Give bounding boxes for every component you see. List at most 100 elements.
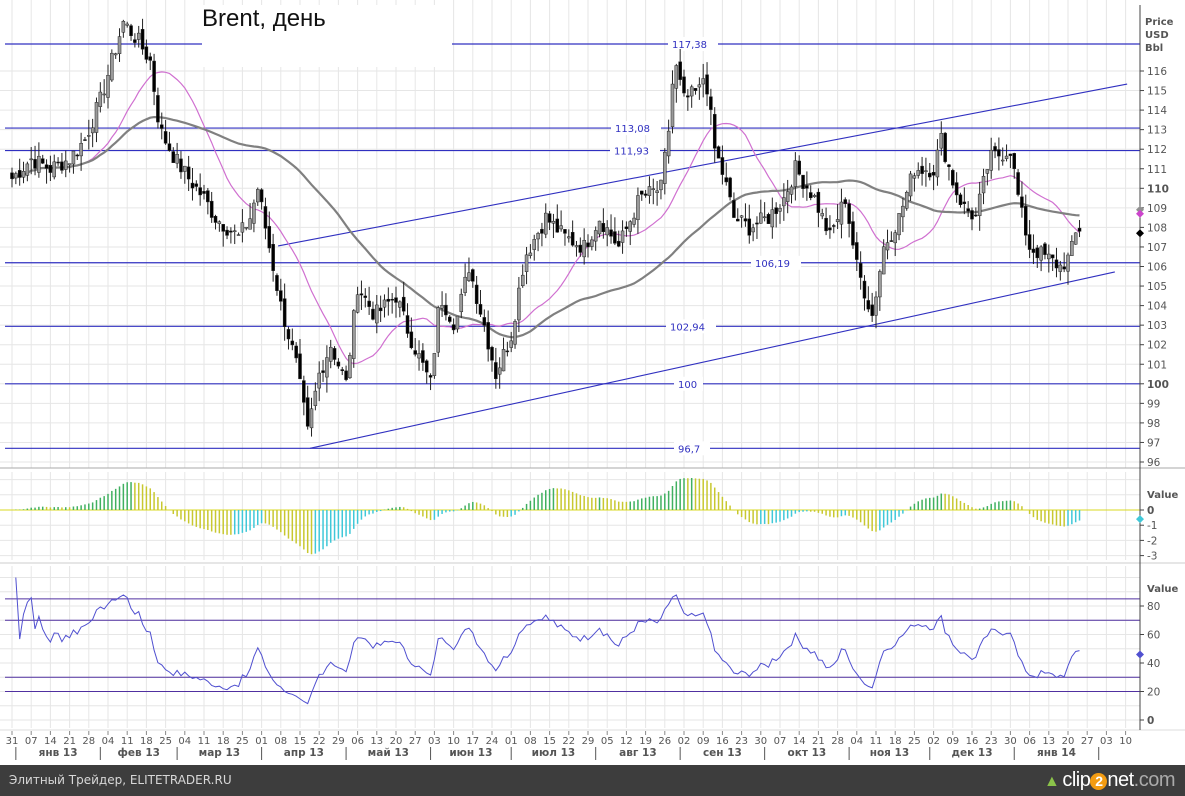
- date-tick-label: 16: [966, 736, 979, 747]
- date-tick-label: 06: [1023, 736, 1036, 747]
- price-axis-label: Price: [1145, 17, 1174, 28]
- candle-body: [248, 218, 252, 230]
- candle-body: [770, 209, 775, 228]
- candle-body: [670, 83, 675, 127]
- price-tick-label: 107: [1147, 242, 1167, 254]
- candle-body: [206, 190, 210, 203]
- candle-body: [778, 207, 782, 212]
- candle-body: [835, 219, 840, 223]
- price-tick-label: 96: [1147, 457, 1161, 469]
- candle-body: [186, 166, 191, 180]
- candle-body: [1004, 155, 1009, 159]
- macd-tick-label: -1: [1147, 520, 1157, 532]
- rsi-tick-label: 20: [1147, 687, 1160, 699]
- logo-part: clip: [1062, 769, 1091, 791]
- candle-body: [805, 185, 809, 189]
- candle-body: [405, 315, 410, 334]
- trendline-channel-lower: [309, 271, 1115, 449]
- candle-body: [363, 295, 368, 298]
- rsi-tick-label: 60: [1147, 630, 1160, 642]
- candle-body: [716, 146, 721, 159]
- rsi-tick-label: 0: [1147, 715, 1154, 727]
- candle-body: [348, 355, 352, 379]
- footer-bar: Элитный Трейдер, ELITETRADER.RU ▲ clip 2 ne…: [0, 765, 1185, 796]
- date-tick-label: 07: [774, 736, 787, 747]
- candle-body: [632, 217, 636, 225]
- candle-body: [1020, 196, 1024, 208]
- candle-body: [1077, 227, 1082, 232]
- candle-body: [966, 208, 970, 212]
- candle-body: [720, 157, 725, 175]
- date-tick-label: 10: [447, 736, 460, 747]
- date-tick-label: 11: [121, 736, 134, 747]
- candle-body: [593, 230, 598, 242]
- candle-body: [29, 158, 33, 161]
- candle-body: [1047, 253, 1051, 260]
- date-tick-label: 25: [908, 736, 921, 747]
- candle-body: [359, 293, 364, 296]
- date-tick-label: 31: [6, 736, 19, 747]
- level-label: 100: [678, 380, 697, 391]
- date-tick-label: 13: [1042, 736, 1055, 747]
- candle-body: [520, 274, 525, 286]
- candle-body: [451, 324, 456, 331]
- date-tick-label: 07: [25, 736, 38, 747]
- candle-body: [52, 161, 56, 178]
- candle-body: [616, 240, 621, 247]
- candle-body: [14, 173, 18, 179]
- candle-body: [325, 357, 329, 378]
- macd-tick-label: 0: [1147, 505, 1154, 517]
- candle-body: [302, 380, 306, 403]
- candle-body: [582, 239, 586, 258]
- candle-body: [678, 61, 682, 80]
- level-label: 113,08: [615, 124, 650, 135]
- price-tick-label: 104: [1147, 301, 1167, 313]
- candle-body: [486, 322, 490, 350]
- candle-body: [620, 230, 625, 243]
- candle-body: [490, 346, 494, 361]
- date-tick-label: 19: [639, 736, 652, 747]
- date-tick-label: 02: [927, 736, 940, 747]
- price-tick-label: 106: [1147, 262, 1167, 274]
- candle-body: [962, 201, 967, 205]
- candle-body: [471, 269, 475, 282]
- candle-body: [83, 139, 87, 141]
- candle-body: [686, 95, 690, 98]
- candle-body: [229, 230, 233, 233]
- price-tick-label: 108: [1147, 222, 1167, 234]
- candle-body: [820, 213, 824, 217]
- date-tick-label: 26: [658, 736, 671, 747]
- date-tick-label: 18: [217, 736, 230, 747]
- candle-body: [213, 215, 218, 223]
- candle-body: [286, 329, 291, 340]
- candle-body: [993, 146, 997, 152]
- candle-body: [939, 132, 944, 149]
- candle-body: [198, 187, 202, 196]
- logo-part: 2: [1090, 773, 1108, 790]
- macd-tick-label: -2: [1147, 535, 1157, 547]
- candle-body: [544, 212, 548, 235]
- candle-body: [870, 304, 874, 316]
- candle-body: [997, 149, 1001, 157]
- price-tick-label: 115: [1147, 86, 1167, 98]
- candle-body: [970, 210, 974, 220]
- date-tick-label: 11: [870, 736, 883, 747]
- date-tick-label: 12: [620, 736, 633, 747]
- candle-body: [129, 25, 133, 37]
- level-label-bg: [611, 121, 661, 136]
- clip2net-logo[interactable]: ▲ clip 2 net.com: [1044, 769, 1176, 792]
- price-tick-label: 113: [1147, 125, 1167, 137]
- candle-body: [401, 296, 406, 312]
- candle-body: [1039, 246, 1043, 261]
- candle-body: [432, 353, 437, 376]
- candle-body: [398, 301, 402, 308]
- candle-body: [1050, 254, 1055, 259]
- rsi-axis-label: Value: [1147, 584, 1178, 595]
- candle-body: [340, 369, 344, 372]
- candle-body: [609, 229, 613, 237]
- candle-body: [21, 171, 26, 178]
- candle-body: [701, 78, 705, 85]
- candle-body: [113, 53, 118, 56]
- candle-body: [64, 160, 68, 170]
- candle-body: [382, 299, 387, 308]
